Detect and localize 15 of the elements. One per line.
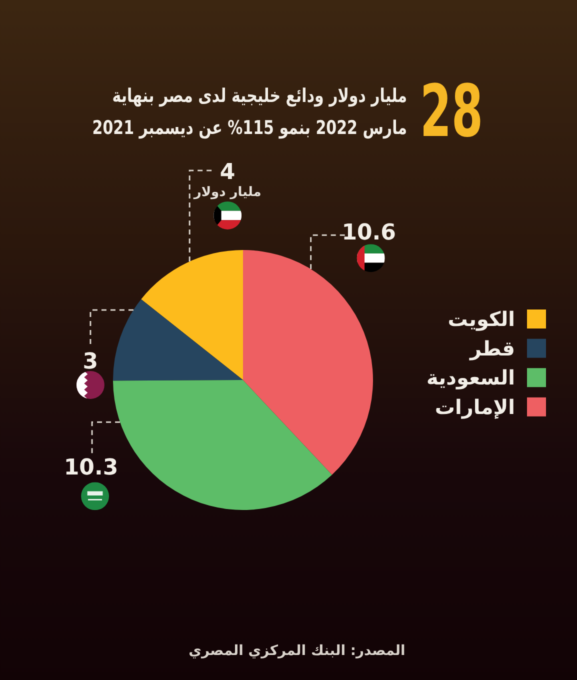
data-label: 4 [220,160,236,185]
pie-slice [141,250,243,380]
data-label: 3 [82,349,98,374]
pie-slice [243,250,373,475]
text: مليار دولار [192,184,262,200]
data-label: 10.3 [64,456,118,481]
pie-slice [113,299,243,381]
text: المصدر: البنك المركزي المصري [188,643,406,659]
legend-label: الكويت [448,307,515,331]
data-label: 10.6 [342,220,396,246]
chart-subtitle: مليار دولار ودائع خليجية لدى مصر بنهاية مارس 2022 بنمو 115% عن ديسمبر 2021 [91,84,407,141]
legend-label: قطر [468,336,515,360]
chart-title: 28 [420,69,520,153]
legend-label: السعودية [426,366,515,390]
legend-label: الإمارات [434,394,515,419]
